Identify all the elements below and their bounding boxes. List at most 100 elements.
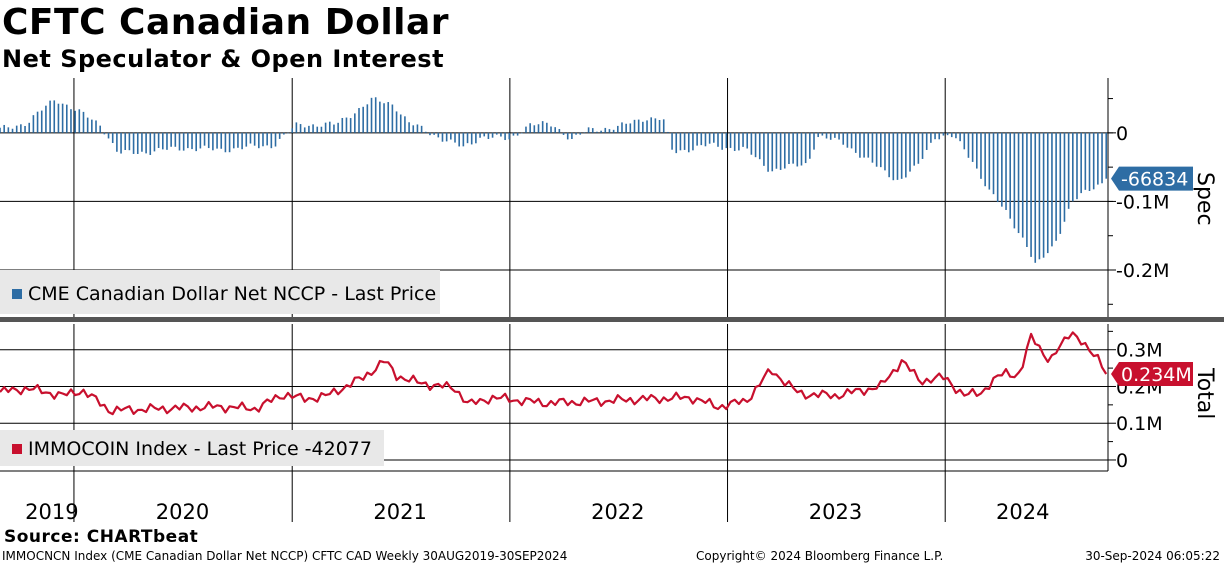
spec-bar bbox=[141, 132, 143, 152]
spec-bar bbox=[132, 132, 135, 154]
spec-bar bbox=[424, 131, 427, 133]
spec-bar bbox=[195, 132, 197, 152]
spec-bar bbox=[591, 128, 594, 133]
legend-swatch-spec bbox=[12, 289, 22, 299]
spec-bar bbox=[654, 118, 657, 133]
spec-bar bbox=[679, 132, 682, 151]
spec-bar bbox=[550, 126, 552, 133]
spec-bar bbox=[754, 132, 757, 158]
spec-bar bbox=[124, 132, 127, 150]
total-series-line bbox=[0, 331, 1108, 416]
spec-bar bbox=[792, 132, 794, 164]
spec-bar bbox=[1088, 132, 1091, 191]
spec-bar bbox=[99, 125, 101, 133]
spec-bar bbox=[483, 132, 486, 137]
spec-bar bbox=[867, 132, 870, 158]
spec-bar bbox=[963, 132, 966, 150]
x-tick-label: 2020 bbox=[156, 500, 209, 524]
spec-bar bbox=[287, 132, 289, 134]
spec-bar bbox=[700, 132, 703, 146]
spec-bar bbox=[888, 132, 890, 178]
spec-bar bbox=[349, 118, 352, 133]
spec-bar bbox=[153, 132, 156, 152]
spec-bar bbox=[1030, 132, 1032, 257]
spec-bar bbox=[212, 132, 214, 151]
spec-bar bbox=[191, 132, 193, 150]
spec-bar bbox=[617, 125, 619, 133]
spec-bars bbox=[0, 97, 1108, 263]
spec-bar bbox=[162, 132, 164, 150]
spec-bar bbox=[575, 132, 577, 135]
spec-bar bbox=[529, 123, 531, 133]
spec-bar bbox=[783, 132, 786, 169]
spec-bar bbox=[1076, 132, 1078, 200]
spec-bar bbox=[65, 104, 68, 133]
spec-bar bbox=[82, 111, 85, 133]
spec-bar bbox=[333, 124, 335, 133]
spec-bar bbox=[650, 117, 653, 133]
spec-bar bbox=[433, 132, 435, 135]
spec-bar bbox=[262, 132, 264, 147]
total-axis-title: Total bbox=[1192, 367, 1217, 419]
spec-bar bbox=[612, 129, 615, 133]
legend-spec: CME Canadian Dollar Net NCCP - Last Pric… bbox=[0, 270, 440, 314]
spec-bar bbox=[1005, 132, 1007, 210]
spec-bar bbox=[1038, 132, 1041, 260]
footer-copyright: Copyright© 2024 Bloomberg Finance L.P. bbox=[696, 549, 944, 563]
spec-bar bbox=[859, 132, 861, 158]
spec-bar bbox=[404, 116, 406, 133]
spec-bar bbox=[729, 132, 732, 148]
total-last-value-flag bbox=[1111, 361, 1193, 386]
spec-bar bbox=[854, 132, 857, 153]
spec-bar bbox=[717, 132, 719, 147]
legend-label-total: IMMOCOIN Index - Last Price -42077 bbox=[28, 438, 372, 460]
spec-bar bbox=[658, 119, 661, 133]
spec-bar bbox=[1001, 132, 1003, 207]
spec-bar bbox=[470, 132, 473, 145]
spec-bar bbox=[479, 132, 481, 138]
spec-bar bbox=[992, 132, 995, 195]
spec-bar bbox=[537, 124, 540, 133]
spec-bar bbox=[967, 132, 970, 158]
spec-bar bbox=[1063, 132, 1066, 222]
spec-bar bbox=[804, 132, 807, 164]
spec-bar bbox=[1034, 132, 1037, 263]
spec-bar bbox=[1021, 132, 1024, 238]
spec-bar bbox=[170, 132, 172, 147]
spec-bar bbox=[299, 124, 302, 133]
spec-bar bbox=[366, 104, 369, 133]
spec-bar bbox=[892, 132, 895, 181]
spec-bar bbox=[270, 132, 273, 149]
spec-bar bbox=[1051, 132, 1053, 247]
spec-bar bbox=[187, 132, 189, 149]
spec-bar bbox=[596, 131, 598, 133]
spec-bar bbox=[704, 132, 707, 147]
spec-last-value-flag bbox=[1111, 166, 1193, 191]
spec-bar bbox=[166, 132, 168, 150]
spec-bar bbox=[1046, 132, 1049, 254]
spec-bar bbox=[362, 106, 364, 133]
spec-bar bbox=[40, 110, 43, 133]
spec-bar bbox=[1084, 132, 1087, 190]
spec-bar bbox=[328, 121, 331, 133]
spec-bar bbox=[316, 126, 319, 133]
total-tick-label: 0.1M bbox=[1116, 413, 1163, 435]
spec-bar bbox=[750, 132, 753, 155]
spec-bar bbox=[157, 132, 160, 148]
spec-bar bbox=[249, 132, 252, 144]
spec-bar bbox=[395, 111, 398, 133]
spec-bar bbox=[621, 122, 623, 133]
spec-bar bbox=[988, 132, 991, 190]
spec-bar bbox=[642, 121, 644, 133]
spec-bar bbox=[466, 132, 469, 144]
spec-bar bbox=[399, 114, 402, 133]
total-last-value-flag-label: 0.234M bbox=[1121, 364, 1192, 386]
spec-bar bbox=[667, 131, 669, 133]
spec-bar bbox=[909, 132, 911, 172]
spec-bar bbox=[86, 117, 89, 133]
spec-bar bbox=[475, 132, 477, 144]
spec-bar bbox=[274, 132, 277, 147]
spec-bar bbox=[1013, 132, 1016, 229]
spec-bar bbox=[70, 109, 72, 133]
spec-bar bbox=[846, 132, 849, 148]
